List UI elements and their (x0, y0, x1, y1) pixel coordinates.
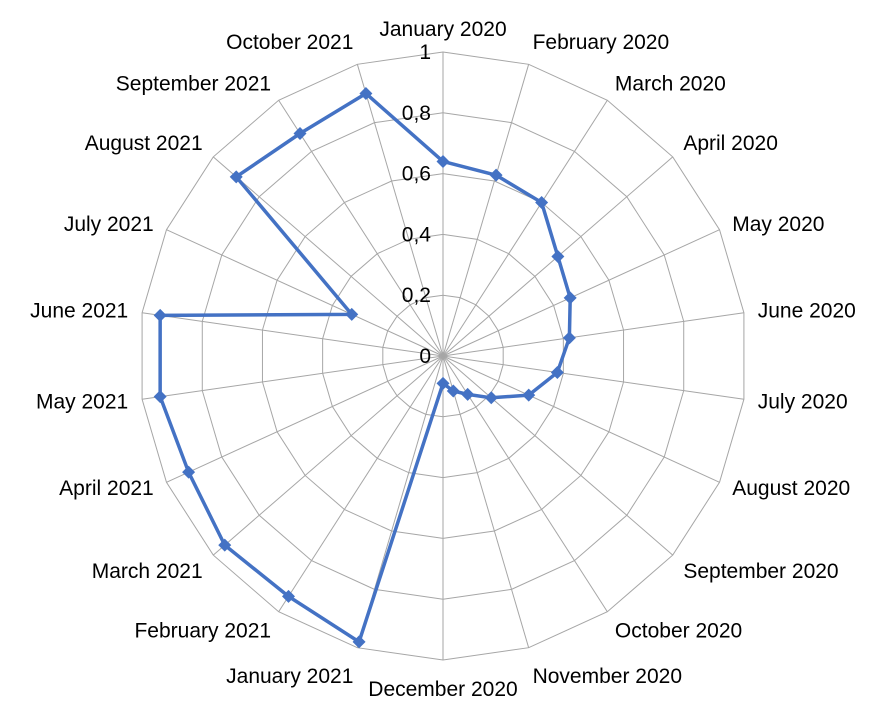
radial-tick-label: 0,8 (402, 102, 431, 125)
data-point-marker (345, 307, 359, 321)
data-point-marker (182, 465, 196, 479)
spoke (166, 229, 444, 357)
data-point-marker (563, 291, 577, 305)
data-point-marker (446, 384, 460, 398)
spoke (442, 355, 674, 556)
data-point-marker (461, 387, 475, 401)
category-label: April 2020 (683, 132, 778, 155)
radial-tick-label: 1 (419, 41, 431, 64)
radial-tick-label: 0 (419, 345, 431, 368)
category-label: February 2020 (533, 31, 670, 54)
category-label: June 2021 (30, 300, 128, 323)
category-label: October 2020 (615, 620, 742, 643)
data-point-marker (522, 388, 536, 402)
category-label: March 2021 (92, 560, 203, 583)
data-point-marker (436, 376, 450, 390)
category-label: September 2021 (116, 72, 271, 95)
radial-tick-label: 0,4 (402, 223, 432, 246)
spoke (442, 355, 720, 483)
category-label: June 2020 (758, 300, 856, 323)
category-label: July 2021 (64, 213, 154, 236)
category-label: May 2021 (36, 390, 128, 413)
spoke (166, 355, 444, 483)
spoke (356, 64, 444, 357)
data-point-marker (484, 391, 498, 405)
spoke (442, 312, 744, 357)
spoke (442, 64, 530, 357)
spoke (442, 355, 744, 400)
radial-tick-label: 0,6 (402, 163, 431, 186)
data-point-marker (229, 170, 243, 184)
data-point-marker (562, 331, 576, 345)
data-point-marker (352, 635, 366, 649)
spoke (442, 355, 530, 648)
radial-tick-labels: 0 0,2 0,4 0,6 0,8 1 (402, 41, 432, 368)
data-point-marker (550, 365, 564, 379)
category-label: September 2020 (683, 560, 838, 583)
spoke (142, 355, 444, 400)
data-point-marker (436, 154, 450, 168)
category-label: January 2021 (226, 665, 353, 688)
data-point-marker (359, 86, 373, 100)
data-point-marker (153, 308, 167, 322)
spoke (212, 355, 444, 556)
category-label: February 2021 (134, 620, 271, 643)
category-label: December 2020 (368, 678, 517, 701)
spokes (142, 52, 744, 660)
category-label: March 2020 (615, 72, 726, 95)
spoke (278, 355, 444, 613)
category-label: May 2020 (732, 213, 824, 236)
data-point-marker (293, 127, 307, 141)
data-point-marker (282, 589, 296, 603)
spoke (278, 99, 444, 357)
radial-tick-label: 0,2 (402, 284, 431, 307)
spoke (442, 229, 720, 357)
category-label: October 2021 (226, 31, 353, 54)
category-label: November 2020 (533, 665, 682, 688)
data-point-marker (489, 168, 503, 182)
category-label: July 2020 (758, 390, 848, 413)
data-point-marker (153, 390, 167, 404)
spoke (442, 355, 608, 613)
data-point-marker (551, 249, 565, 263)
category-label: April 2021 (59, 477, 154, 500)
data-point-marker (535, 196, 549, 210)
category-label: January 2020 (379, 18, 506, 41)
data-point-marker (218, 538, 232, 552)
category-label: August 2021 (85, 132, 203, 155)
spoke (142, 312, 444, 357)
series (153, 86, 577, 649)
spoke (442, 99, 608, 357)
category-label: August 2020 (732, 477, 850, 500)
spoke (212, 156, 444, 357)
category-labels: January 2020 February 2020 March 2020 April… (30, 18, 856, 701)
